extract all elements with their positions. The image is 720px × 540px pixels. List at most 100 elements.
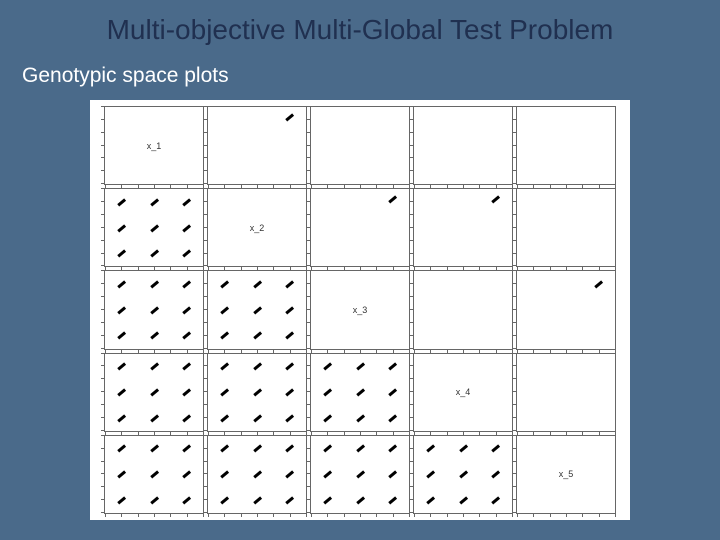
axis-ticks-y (206, 436, 208, 513)
data-point (388, 445, 397, 453)
data-point (388, 388, 397, 396)
matrix-cell (207, 435, 307, 514)
axis-ticks-y (412, 354, 414, 431)
matrix-cell (207, 270, 307, 349)
data-point (117, 496, 126, 504)
matrix-cell (516, 353, 616, 432)
data-point (426, 471, 435, 479)
data-point (117, 445, 126, 453)
data-point (182, 414, 191, 422)
data-point (182, 388, 191, 396)
axis-ticks-x (414, 184, 512, 186)
data-point (117, 250, 126, 258)
data-point (356, 363, 365, 371)
data-point (220, 306, 229, 314)
axis-ticks-x (311, 513, 409, 515)
data-point (220, 414, 229, 422)
data-point (491, 471, 500, 479)
data-point (285, 113, 294, 121)
scatter-matrix: x_1x_2x_3x_4x_5 (90, 100, 630, 520)
axis-ticks-y (515, 354, 517, 431)
data-point (594, 280, 603, 288)
data-point (182, 363, 191, 371)
matrix-cell (104, 353, 204, 432)
data-point (150, 198, 159, 206)
data-point (285, 280, 294, 288)
axis-ticks-x (517, 184, 615, 186)
data-point (117, 388, 126, 396)
data-point (323, 445, 332, 453)
data-point (285, 306, 294, 314)
data-point (253, 363, 262, 371)
axis-ticks-y (206, 189, 208, 266)
axis-ticks-y (515, 271, 517, 348)
axis-ticks-x (311, 349, 409, 351)
axis-ticks-y (309, 354, 311, 431)
matrix-cell (516, 270, 616, 349)
matrix-cell: x_5 (516, 435, 616, 514)
data-point (220, 496, 229, 504)
axis-ticks-x (105, 266, 203, 268)
matrix-cell (310, 353, 410, 432)
matrix-cell (413, 106, 513, 185)
axis-ticks-y (103, 189, 105, 266)
variable-label: x_1 (147, 141, 162, 151)
data-point (426, 445, 435, 453)
data-point (150, 388, 159, 396)
data-point (253, 388, 262, 396)
axis-ticks-y (412, 436, 414, 513)
data-point (117, 198, 126, 206)
data-point (388, 363, 397, 371)
data-point (150, 250, 159, 258)
matrix-cell (413, 435, 513, 514)
data-point (220, 388, 229, 396)
data-point (323, 363, 332, 371)
matrix-cell (413, 188, 513, 267)
data-point (150, 471, 159, 479)
data-point (426, 496, 435, 504)
matrix-cell (516, 106, 616, 185)
data-point (285, 332, 294, 340)
data-point (285, 363, 294, 371)
axis-ticks-y (103, 271, 105, 348)
axis-ticks-x (414, 513, 512, 515)
matrix-cell (413, 270, 513, 349)
data-point (388, 471, 397, 479)
axis-ticks-y (515, 107, 517, 184)
axis-ticks-y (515, 436, 517, 513)
axis-ticks-y (103, 107, 105, 184)
axis-ticks-x (517, 266, 615, 268)
axis-ticks-y (206, 271, 208, 348)
data-point (253, 445, 262, 453)
data-point (356, 414, 365, 422)
matrix-cell (310, 188, 410, 267)
axis-ticks-x (311, 184, 409, 186)
axis-ticks-y (103, 354, 105, 431)
axis-ticks-x (517, 431, 615, 433)
data-point (253, 332, 262, 340)
data-point (285, 445, 294, 453)
slide-subtitle: Genotypic space plots (22, 64, 229, 88)
matrix-cell: x_1 (104, 106, 204, 185)
axis-ticks-x (208, 513, 306, 515)
data-point (491, 496, 500, 504)
axis-ticks-x (208, 184, 306, 186)
data-point (182, 198, 191, 206)
data-point (117, 363, 126, 371)
axis-ticks-y (412, 107, 414, 184)
matrix-cell (310, 106, 410, 185)
axis-ticks-x (311, 431, 409, 433)
axis-ticks-y (515, 189, 517, 266)
data-point (388, 496, 397, 504)
data-point (356, 445, 365, 453)
data-point (323, 388, 332, 396)
matrix-cell (310, 435, 410, 514)
data-point (117, 332, 126, 340)
axis-ticks-x (414, 349, 512, 351)
axis-ticks-y (206, 107, 208, 184)
data-point (285, 388, 294, 396)
data-point (182, 306, 191, 314)
data-point (253, 496, 262, 504)
data-point (491, 445, 500, 453)
data-point (150, 414, 159, 422)
